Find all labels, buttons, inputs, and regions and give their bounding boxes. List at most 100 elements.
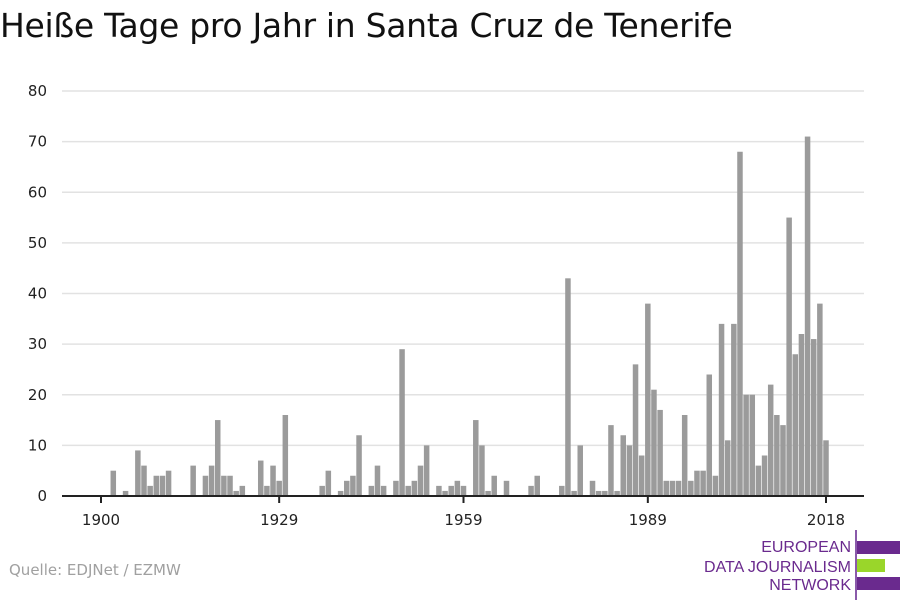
bar [798, 334, 805, 496]
bar [571, 490, 577, 496]
bar [559, 485, 565, 496]
bar [405, 485, 411, 496]
x-tick-label: 1959 [444, 511, 482, 529]
bar [767, 384, 774, 496]
chart-title: Heiße Tage pro Jahr in Santa Cruz de Ten… [0, 6, 733, 45]
logo-line-3: NETWORK [769, 577, 851, 594]
bar [448, 485, 454, 496]
bar [202, 475, 209, 496]
bar [393, 480, 399, 496]
y-tick-label: 30 [28, 335, 47, 353]
bar [786, 217, 792, 496]
bar [460, 485, 467, 496]
bar [724, 440, 731, 496]
logo-line-2: DATA JOURNALISM [704, 559, 851, 576]
bar [565, 278, 571, 496]
bar [239, 485, 246, 496]
bar [681, 415, 688, 496]
bar [264, 485, 270, 496]
bar [282, 415, 289, 496]
bar [602, 490, 608, 496]
bar [319, 485, 325, 496]
bar [214, 420, 221, 496]
bar [632, 364, 639, 496]
bar [356, 435, 362, 496]
bar [135, 450, 141, 496]
bar [337, 490, 344, 496]
bar [657, 409, 663, 496]
x-tick-label: 1989 [629, 511, 667, 529]
bar [374, 465, 381, 496]
bar [147, 485, 153, 496]
source-note: Quelle: EDJNet / EZMW [9, 561, 181, 579]
bar [110, 470, 117, 496]
bar [731, 323, 737, 496]
bar [823, 440, 829, 496]
bar [491, 475, 497, 496]
bar [380, 485, 387, 496]
bar [368, 485, 375, 496]
bar [221, 475, 227, 496]
bar [651, 389, 657, 496]
bar [761, 455, 768, 496]
bar [755, 465, 762, 496]
bar [595, 490, 602, 496]
bar [442, 490, 448, 496]
bar [663, 480, 670, 496]
y-tick-label: 70 [28, 133, 47, 151]
bar [737, 151, 743, 496]
bar [276, 480, 282, 496]
bar [706, 374, 713, 496]
x-tick-label: 1929 [260, 511, 298, 529]
logo-line-1: EUROPEAN [761, 539, 851, 556]
bar [675, 480, 682, 496]
y-tick-label: 0 [37, 487, 47, 505]
y-tick-label: 10 [28, 436, 47, 454]
bar [159, 475, 166, 496]
logo-bar-bottom [857, 577, 900, 590]
bar [485, 490, 491, 496]
bar [153, 475, 160, 496]
bar [626, 445, 633, 496]
bar [792, 354, 799, 496]
logo-divider [855, 530, 857, 600]
bar [817, 303, 823, 496]
bar [423, 445, 430, 496]
bar [620, 435, 626, 496]
bar [589, 480, 596, 496]
bar [712, 475, 719, 496]
bar [810, 339, 817, 496]
bar [325, 470, 332, 496]
bar [718, 323, 725, 496]
bar [577, 445, 583, 496]
bar [399, 349, 405, 496]
bar [780, 425, 786, 496]
bar [454, 480, 461, 496]
logo-bar-top [857, 541, 900, 554]
bar [208, 465, 215, 496]
bar [700, 470, 706, 496]
bar [688, 480, 694, 496]
bar [141, 465, 147, 496]
bar [743, 394, 749, 496]
x-tick-label: 1900 [82, 511, 120, 529]
bar [344, 480, 350, 496]
logo-bar-middle [857, 559, 885, 572]
y-tick-label: 80 [28, 82, 47, 100]
bar [190, 465, 196, 496]
bar [534, 475, 540, 496]
bar [774, 415, 780, 496]
edjnet-logo: EUROPEAN DATA JOURNALISM NETWORK [700, 530, 900, 600]
bar [528, 485, 534, 496]
bar [165, 470, 172, 496]
bar [503, 480, 510, 496]
bar [257, 460, 264, 496]
y-tick-label: 20 [28, 386, 47, 404]
bar [608, 425, 614, 496]
bar [417, 465, 424, 496]
bar [638, 455, 645, 496]
bar [436, 485, 442, 496]
bar [669, 480, 676, 496]
bar [479, 445, 485, 496]
